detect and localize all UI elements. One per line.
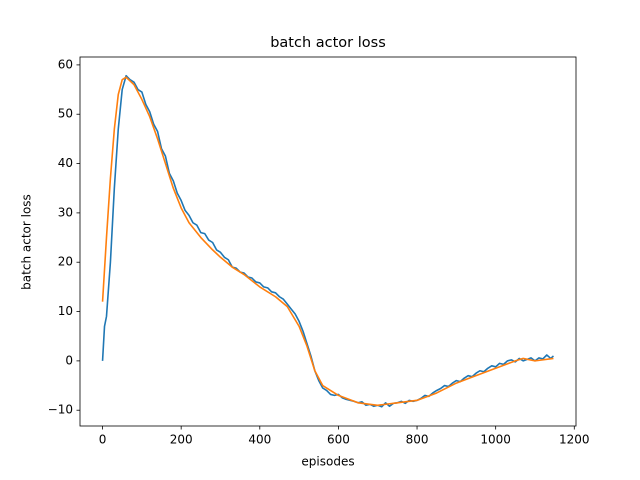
x-tick-label: 800 <box>406 433 429 447</box>
y-tick-label: 40 <box>58 156 73 170</box>
y-axis-label: batch actor loss <box>20 194 34 290</box>
y-tick-label: 20 <box>58 255 73 269</box>
x-tick-label: 600 <box>327 433 350 447</box>
x-tick-label: 400 <box>248 433 271 447</box>
y-tick-label: 50 <box>58 107 73 121</box>
y-tick-label: 0 <box>65 353 73 367</box>
y-tick-label: −10 <box>48 403 73 417</box>
x-tick-label: 200 <box>170 433 193 447</box>
y-tick-label: 60 <box>58 57 73 71</box>
data-line <box>101 74 554 408</box>
x-axis-label: episodes <box>301 455 354 469</box>
x-tick-label: 0 <box>99 433 107 447</box>
x-tick-label: 1000 <box>480 433 511 447</box>
y-tick-label: 30 <box>58 205 73 219</box>
chart-title: batch actor loss <box>270 35 386 51</box>
x-tick-label: 1200 <box>559 433 590 447</box>
y-tick-label: 10 <box>58 304 73 318</box>
plot-frame <box>79 56 577 427</box>
data-line <box>101 76 554 407</box>
